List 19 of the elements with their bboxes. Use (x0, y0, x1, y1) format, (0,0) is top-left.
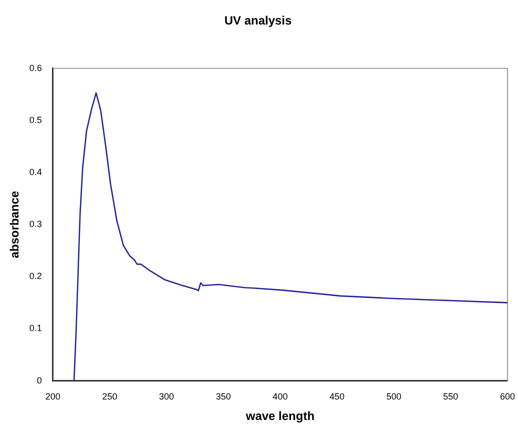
x-tick-label: 450 (330, 392, 345, 402)
y-tick-label: 0.6 (29, 62, 42, 73)
x-tick-label: 400 (272, 392, 288, 402)
y-tick-label: 0.1 (29, 323, 42, 334)
x-tick-label: 500 (386, 392, 402, 402)
y-tick-label: 0.4 (29, 167, 42, 178)
x-axis-title: wave length (244, 409, 315, 424)
x-tick-label: 600 (500, 392, 516, 402)
y-tick-label: 0.3 (29, 219, 42, 230)
y-tick-label: 0.2 (29, 271, 42, 282)
y-axis-title: absorbance (8, 190, 22, 258)
chart-title: UV analysis (224, 14, 292, 28)
y-tick-label: 0.5 (29, 114, 42, 125)
x-tick-label: 550 (443, 392, 458, 402)
y-tick-label: 0 (36, 375, 42, 386)
x-tick-label: 250 (102, 392, 118, 402)
x-tick-label: 200 (45, 392, 60, 402)
x-tick-label: 300 (159, 392, 174, 402)
x-tick-label: 350 (216, 392, 231, 402)
